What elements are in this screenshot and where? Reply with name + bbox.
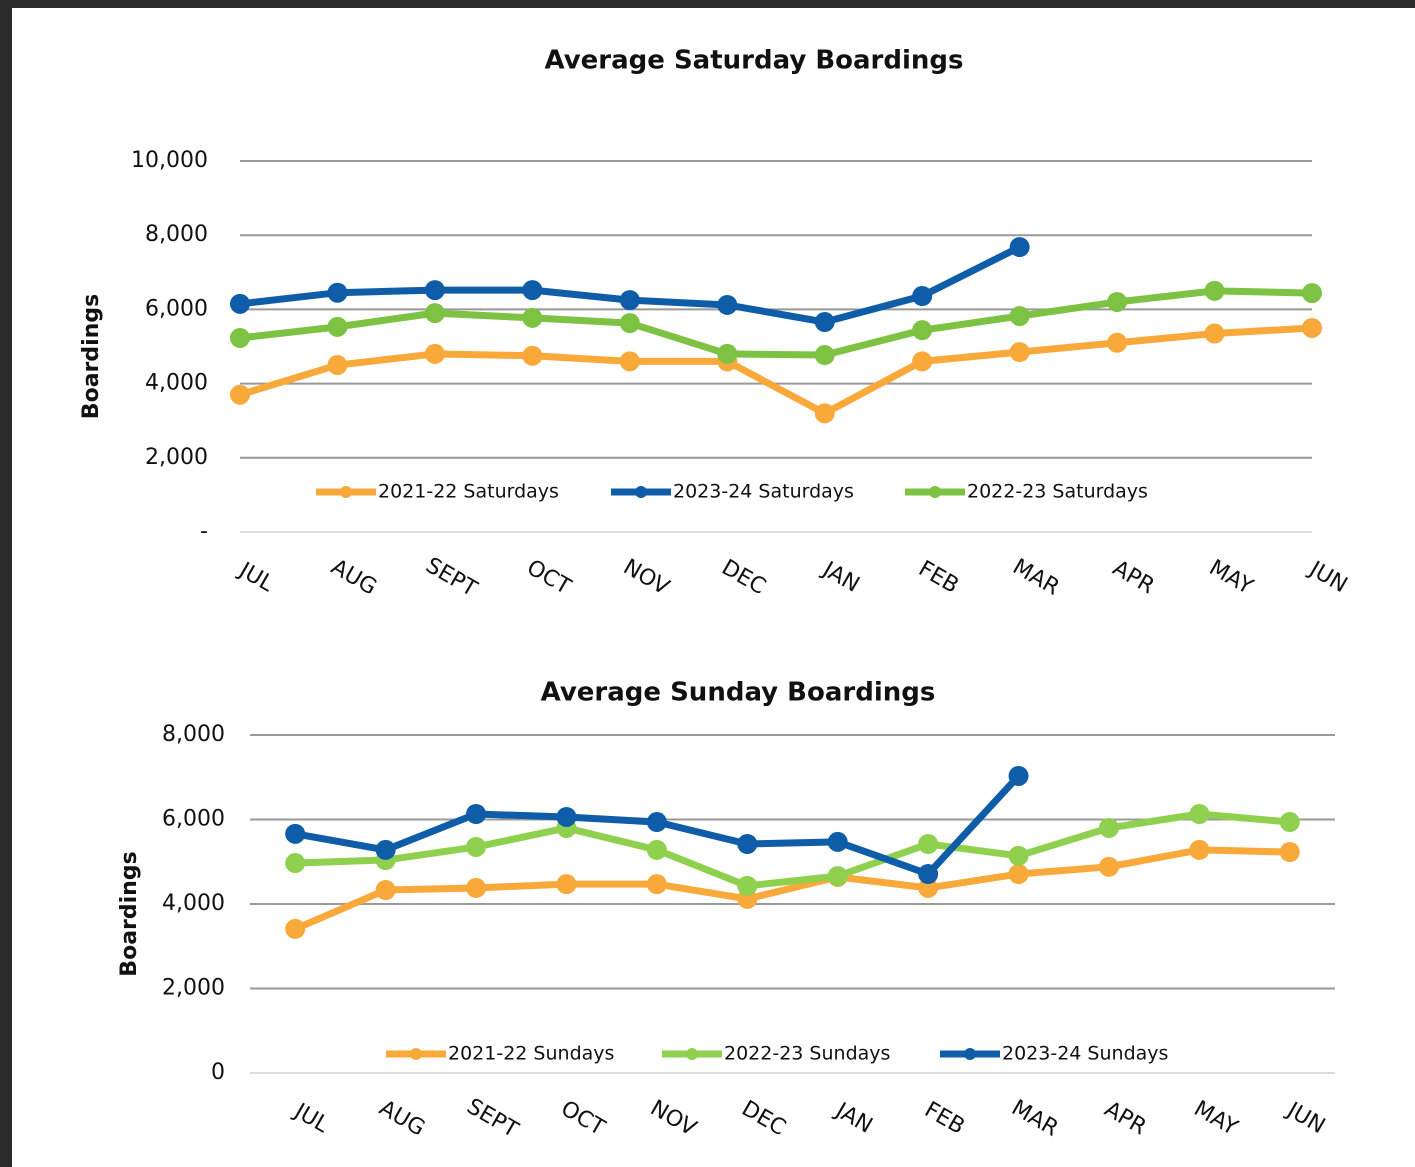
data-point xyxy=(1204,323,1225,344)
data-point xyxy=(1009,306,1030,327)
data-point xyxy=(646,839,667,860)
data-point xyxy=(1008,845,1029,866)
legend-label: 2023-24 Saturdays xyxy=(673,481,854,503)
data-point xyxy=(466,804,487,825)
legend-marker xyxy=(340,486,352,498)
data-point xyxy=(1008,864,1029,885)
data-point xyxy=(1279,812,1300,833)
y-tick-label: 2,000 xyxy=(162,976,225,1001)
data-point xyxy=(556,806,577,827)
y-axis-title: Boardings xyxy=(79,294,104,419)
legend-label: 2022-23 Sundays xyxy=(724,1043,890,1065)
y-tick-label: 4,000 xyxy=(162,891,225,916)
data-point xyxy=(737,875,758,896)
data-point xyxy=(556,874,577,895)
data-point xyxy=(466,836,487,857)
data-point xyxy=(1302,283,1322,304)
data-point xyxy=(619,290,640,311)
data-point xyxy=(1302,317,1322,338)
data-point xyxy=(827,831,848,852)
data-point xyxy=(285,853,306,874)
data-point xyxy=(646,812,667,833)
data-point xyxy=(285,918,306,939)
data-point xyxy=(285,823,306,844)
data-point xyxy=(1189,804,1210,825)
y-tick-label: - xyxy=(200,519,208,544)
y-tick-label: 8,000 xyxy=(145,222,208,247)
data-point xyxy=(918,864,939,885)
data-point xyxy=(424,343,445,364)
data-point xyxy=(424,280,445,301)
data-point xyxy=(375,880,396,901)
data-point xyxy=(1098,817,1119,838)
data-point xyxy=(327,316,348,337)
legend-label: 2021-22 Saturdays xyxy=(378,481,559,503)
legend-marker xyxy=(635,486,647,498)
data-point xyxy=(522,280,543,301)
y-tick-label: 4,000 xyxy=(145,371,208,396)
data-point xyxy=(912,351,933,372)
data-point xyxy=(375,839,396,860)
page-background xyxy=(12,8,1415,1167)
legend-marker xyxy=(964,1048,976,1060)
y-tick-label: 8,000 xyxy=(162,722,225,747)
y-tick-label: 6,000 xyxy=(162,807,225,832)
legend-marker xyxy=(686,1048,698,1060)
data-point xyxy=(814,312,835,333)
y-tick-label: 6,000 xyxy=(145,296,208,321)
legend-marker xyxy=(410,1048,422,1060)
legend-marker xyxy=(929,486,941,498)
chart-title: Average Sunday Boardings xyxy=(541,678,936,708)
series-line xyxy=(291,810,1294,890)
legend-label: 2023-24 Sundays xyxy=(1002,1043,1168,1065)
data-point xyxy=(1107,291,1128,312)
data-point xyxy=(717,343,738,364)
data-point xyxy=(827,866,848,887)
data-point xyxy=(814,345,835,366)
data-point xyxy=(918,834,939,855)
data-point xyxy=(1189,839,1210,860)
data-point xyxy=(1098,856,1119,877)
data-point xyxy=(619,313,640,334)
data-point xyxy=(1204,280,1225,301)
series-line xyxy=(236,324,1316,417)
chart-title: Average Saturday Boardings xyxy=(545,46,964,76)
y-axis-title: Boardings xyxy=(117,851,142,976)
data-point xyxy=(912,286,933,307)
legend-label: 2021-22 Sundays xyxy=(448,1043,614,1065)
data-point xyxy=(918,877,939,898)
data-point xyxy=(737,834,758,855)
data-point xyxy=(230,327,250,348)
data-point xyxy=(717,294,738,315)
data-point xyxy=(1279,842,1300,863)
data-point xyxy=(814,403,835,424)
data-point xyxy=(912,320,933,341)
data-point xyxy=(1107,332,1128,353)
data-point xyxy=(327,282,348,303)
legend-label: 2022-23 Saturdays xyxy=(967,481,1148,503)
data-point xyxy=(522,345,543,366)
y-tick-label: 2,000 xyxy=(145,445,208,470)
data-point xyxy=(1009,342,1030,363)
data-point xyxy=(522,307,543,328)
data-point xyxy=(424,303,445,324)
data-point xyxy=(327,355,348,376)
data-point xyxy=(230,293,250,314)
series-line xyxy=(291,846,1294,933)
data-point xyxy=(646,874,667,895)
data-point xyxy=(619,351,640,372)
y-tick-label: 0 xyxy=(211,1060,225,1085)
series-line xyxy=(236,287,1316,359)
data-point xyxy=(1008,765,1029,786)
data-point xyxy=(466,877,487,898)
data-point xyxy=(230,384,250,405)
y-tick-label: 10,000 xyxy=(131,148,208,173)
data-point xyxy=(1009,237,1030,258)
